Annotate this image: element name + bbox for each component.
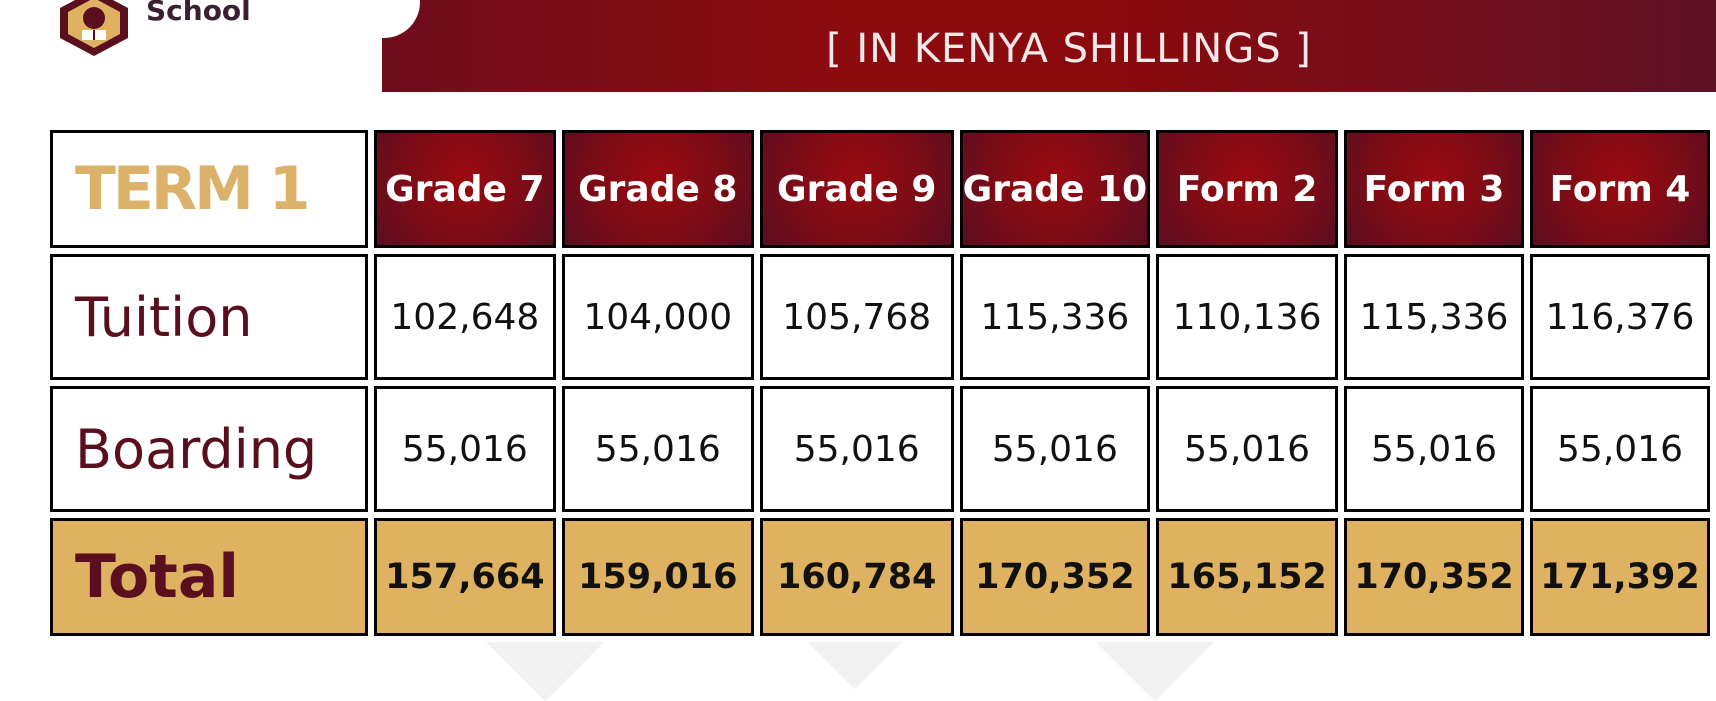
total-cell: 157,664 [373,518,556,636]
logo-area: School [0,0,420,56]
total-cell: 159,016 [561,518,754,636]
column-header: Grade 10 [959,130,1151,248]
total-row: Total 157,664 159,016 160,784 170,352 16… [50,518,1710,636]
total-cell: 165,152 [1156,518,1339,636]
table-cell: 55,016 [373,386,556,512]
row-label-boarding: Boarding [50,386,368,512]
table-cell: 104,000 [561,254,754,380]
column-header: Grade 9 [759,130,954,248]
table-cell: 105,768 [759,254,954,380]
table-cell: 115,336 [959,254,1151,380]
table-cell: 115,336 [1344,254,1524,380]
table-cell: 55,016 [1530,386,1710,512]
term-label: TERM 1 [50,130,368,248]
logo-text: School [146,0,251,27]
table-cell: 110,136 [1156,254,1339,380]
table-row: Tuition 102,648 104,000 105,768 115,336 … [50,254,1710,380]
title-banner: [ IN KENYA SHILLINGS ] [382,0,1716,92]
total-cell: 160,784 [759,518,954,636]
total-cell: 170,352 [959,518,1151,636]
table-cell: 116,376 [1530,254,1710,380]
table-row: Boarding 55,016 55,016 55,016 55,016 55,… [50,386,1710,512]
currency-note: [ IN KENYA SHILLINGS ] [826,26,1312,72]
column-header: Form 3 [1344,130,1524,248]
table-cell: 55,016 [561,386,754,512]
table-cell: 55,016 [1156,386,1339,512]
table-header-row: TERM 1 Grade 7 Grade 8 Grade 9 Grade 10 … [50,130,1710,248]
table-cell: 55,016 [759,386,954,512]
column-header: Form 4 [1530,130,1710,248]
column-header: Form 2 [1156,130,1339,248]
column-header: Grade 7 [373,130,556,248]
row-label-total: Total [50,518,368,636]
row-label-tuition: Tuition [50,254,368,380]
table-cell: 55,016 [1344,386,1524,512]
school-crest-icon [60,0,128,56]
total-cell: 171,392 [1530,518,1710,636]
column-header: Grade 8 [561,130,754,248]
total-cell: 170,352 [1344,518,1524,636]
table-cell: 55,016 [959,386,1151,512]
table-cell: 102,648 [373,254,556,380]
fees-table: TERM 1 Grade 7 Grade 8 Grade 9 Grade 10 … [44,124,1716,642]
